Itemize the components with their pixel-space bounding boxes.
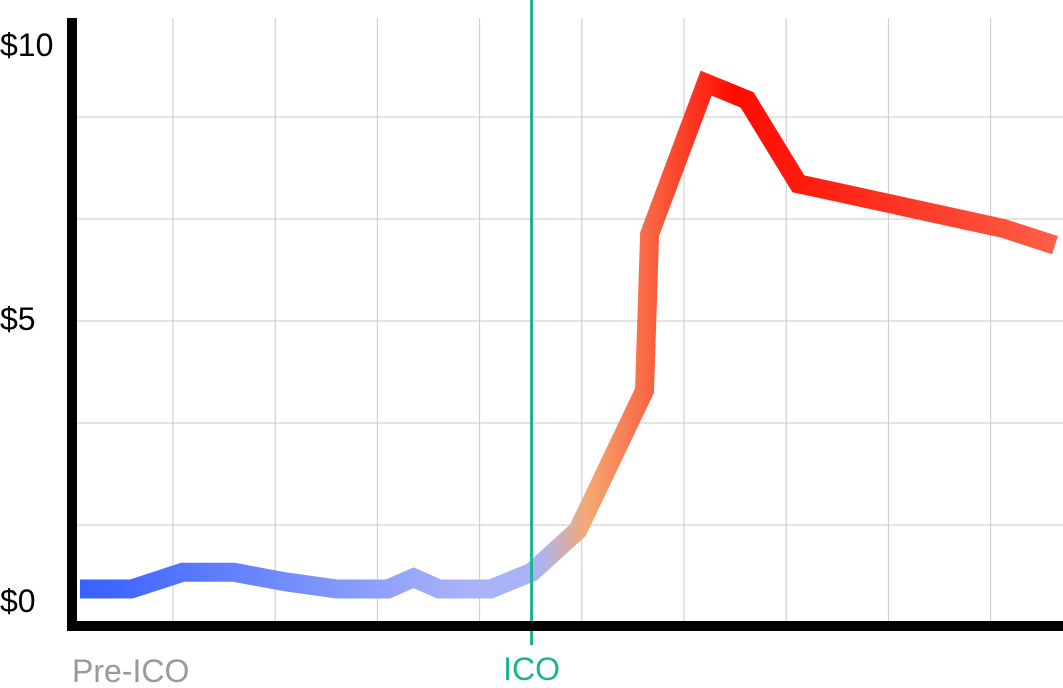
series-layer: [80, 70, 1058, 599]
ico-label: ICO: [503, 651, 560, 687]
y-tick-label: $5: [0, 301, 36, 337]
y-tick-label: $10: [0, 27, 53, 63]
y-tick-labels: $0 $5 $10: [0, 27, 53, 619]
pre-ico-label: Pre-ICO: [72, 653, 189, 688]
y-tick-label: $0: [0, 583, 36, 619]
price-series-line: [80, 70, 1058, 599]
axes: [67, 18, 1063, 631]
